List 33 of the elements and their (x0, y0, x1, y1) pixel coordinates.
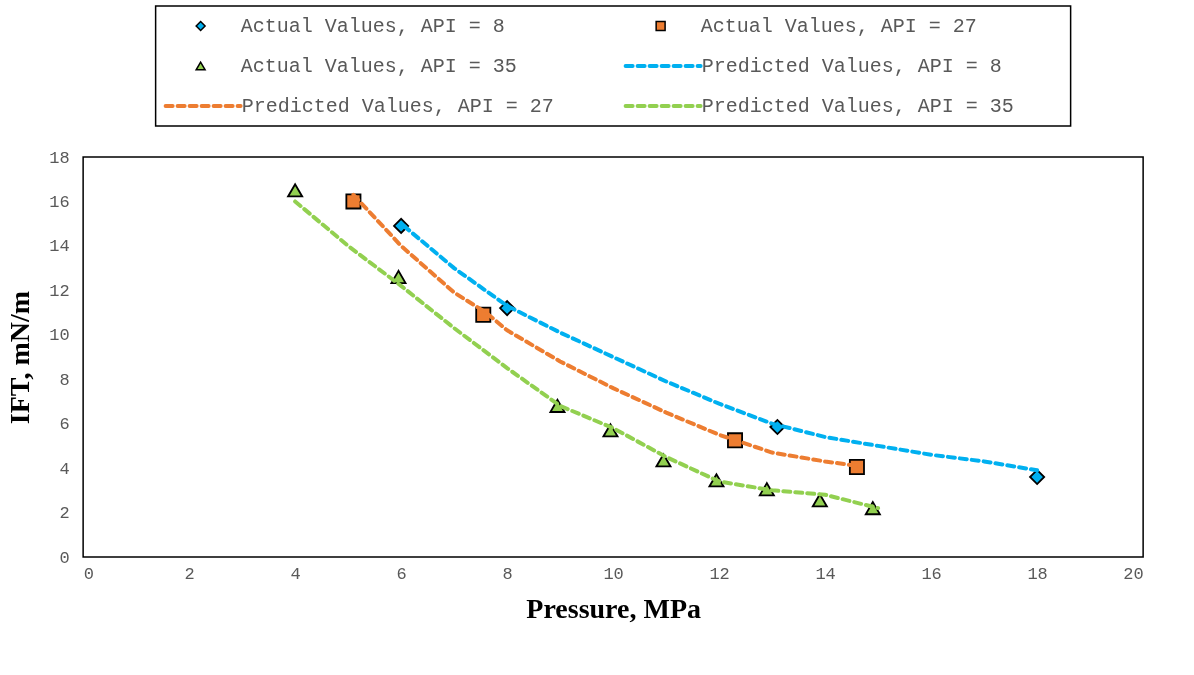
x-tick-label: 0 (83, 564, 94, 584)
legend-label: Actual Values, API = 8 (240, 15, 505, 38)
y-tick-label: 8 (59, 370, 70, 390)
x-tick-label: 8 (502, 564, 513, 584)
y-tick-label: 10 (49, 326, 70, 346)
point (1029, 469, 1046, 485)
y-tick-label: 16 (49, 192, 70, 212)
legend-label: Predicted Values, API = 35 (701, 95, 1014, 118)
y-tick-label: 6 (59, 415, 70, 435)
y-tick-label: 2 (59, 504, 70, 524)
legend-label: Predicted Values, API = 8 (701, 55, 1002, 78)
x-tick-label: 2 (184, 564, 195, 584)
x-tick-label: 12 (709, 564, 730, 584)
x-tick-label: 20 (1123, 564, 1144, 584)
y-tick-label: 14 (49, 237, 70, 257)
y-tick-label: 18 (49, 148, 70, 168)
legend-label: Actual Values, API = 35 (240, 55, 517, 78)
x-tick-label: 4 (290, 564, 301, 584)
point (287, 183, 304, 198)
x-tick-label: 10 (603, 564, 624, 584)
x-tick-label: 16 (921, 564, 942, 584)
x-tick-label: 6 (396, 564, 407, 584)
y-tick-label: 12 (49, 281, 70, 301)
y-axis-title: IFT, mN/m (4, 290, 36, 425)
y-tick-label: 0 (59, 548, 70, 568)
y-tick-label: 4 (59, 459, 70, 479)
x-axis-title: Pressure, MPa (526, 592, 701, 624)
x-tick-label: 14 (815, 564, 836, 584)
legend-label: Actual Values, API = 27 (700, 15, 977, 38)
point (393, 217, 410, 234)
legend-label: Predicted Values, API = 27 (241, 95, 554, 118)
x-tick-label: 18 (1027, 564, 1048, 584)
point (811, 493, 828, 508)
